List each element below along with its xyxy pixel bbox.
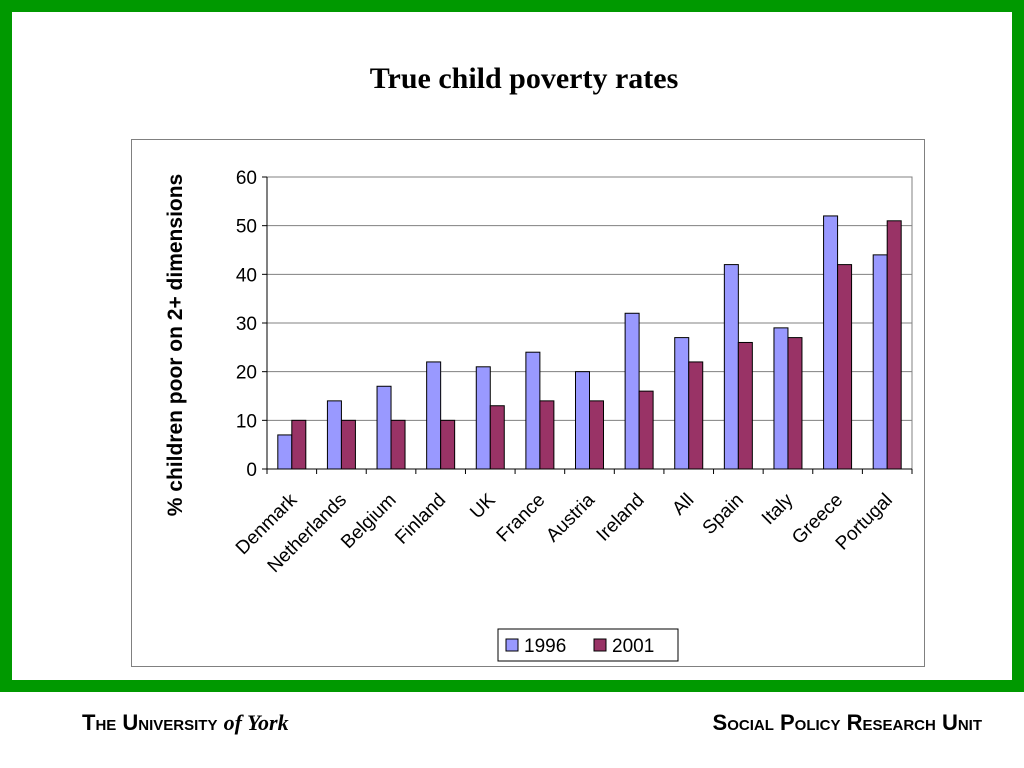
x-tick-label: Ireland [593, 490, 649, 546]
bar-2001-italy [787, 337, 803, 470]
university-name-main: The University [82, 710, 218, 735]
y-axis-label: % children poor on 2+ dimensions [164, 174, 187, 516]
bar-1996-belgium [376, 385, 392, 470]
x-tick-label: Finland [391, 490, 450, 549]
bar-2001-all [688, 361, 704, 470]
bar-1996-portugal [872, 254, 888, 470]
y-tick-label: 60 [236, 168, 257, 189]
y-tick-label: 30 [236, 314, 257, 335]
bar-2001-ireland [638, 390, 654, 470]
x-tick-label: Italy [758, 489, 798, 529]
bar-1996-netherlands [326, 400, 342, 470]
chart-area: 0 10 20 30 40 50 60 Denmark Netherlands Belgium Fi… [131, 139, 925, 667]
bar-1996-denmark [277, 434, 293, 470]
bar-2001-finland [440, 419, 456, 470]
legend-swatch-1996 [505, 638, 519, 652]
bar-2001-austria [589, 400, 604, 470]
legend-label-1996: 1996 [524, 636, 566, 657]
bar-1996-greece [823, 215, 839, 470]
y-tick-label: 40 [236, 265, 257, 286]
x-tick-label: UK [466, 489, 500, 523]
bar-chart: 0102030405060DenmarkNetherlandsBelgiumFi… [164, 168, 913, 662]
slide-title: True child poverty rates [369, 62, 679, 95]
bar-2001-uk [489, 405, 505, 470]
bar-2001-spain [737, 341, 753, 470]
x-tick-label: France [493, 490, 550, 547]
bar-1996-all [674, 337, 690, 470]
bar-2001-denmark [291, 419, 307, 470]
y-tick-label: 10 [236, 411, 257, 432]
legend-swatch-2001 [593, 638, 607, 652]
bar-1996-uk [475, 366, 491, 470]
slide-frame: True child poverty rates 0 10 20 30 40 50 60 De… [0, 0, 1024, 692]
university-name: The University of York [82, 710, 289, 736]
bar-1996-italy [773, 327, 789, 470]
legend-label-2001: 2001 [612, 636, 654, 657]
bar-2001-netherlands [340, 419, 356, 470]
bar-1996-spain [723, 264, 739, 470]
bar-2001-france [539, 400, 555, 470]
bar-2001-belgium [390, 419, 406, 470]
bar-2001-portugal [886, 220, 902, 470]
y-tick-label: 50 [236, 217, 257, 238]
y-tick-label: 20 [236, 363, 257, 384]
x-tick-label: All [668, 490, 698, 520]
bar-1996-france [525, 351, 541, 470]
bar-1996-ireland [624, 312, 640, 470]
bar-1996-austria [575, 371, 590, 470]
x-tick-label: Belgium [337, 490, 400, 553]
bar-1996-finland [426, 361, 442, 470]
y-tick-label: 0 [246, 460, 257, 481]
x-tick-label: Spain [699, 490, 748, 539]
bar-2001-greece [837, 264, 853, 470]
university-name-place: of York [223, 710, 289, 735]
legend-box [497, 628, 679, 662]
x-tick-label: Austria [542, 489, 599, 546]
unit-name: Social Policy Research Unit [712, 710, 982, 735]
